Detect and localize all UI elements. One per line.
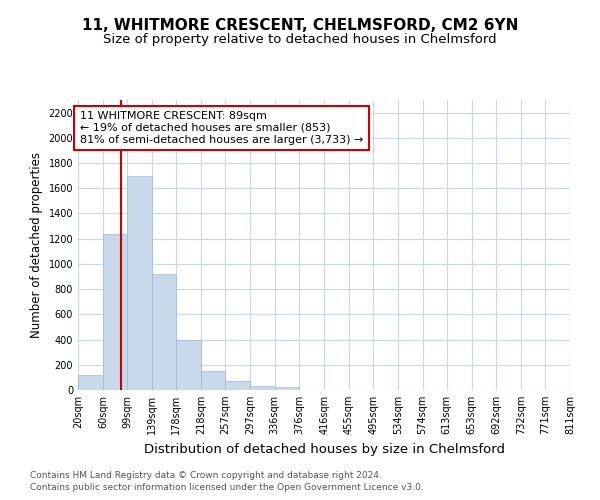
Bar bbox=[127, 176, 152, 390]
Bar bbox=[78, 375, 103, 390]
Bar bbox=[275, 388, 299, 390]
Text: 11, WHITMORE CRESCENT, CHELMSFORD, CM2 6YN: 11, WHITMORE CRESCENT, CHELMSFORD, CM2 6… bbox=[82, 18, 518, 32]
Y-axis label: Number of detached properties: Number of detached properties bbox=[30, 152, 43, 338]
X-axis label: Distribution of detached houses by size in Chelmsford: Distribution of detached houses by size … bbox=[143, 442, 505, 456]
Text: Size of property relative to detached houses in Chelmsford: Size of property relative to detached ho… bbox=[103, 32, 497, 46]
Text: Contains public sector information licensed under the Open Government Licence v3: Contains public sector information licen… bbox=[30, 483, 424, 492]
Bar bbox=[152, 274, 176, 390]
Text: 11 WHITMORE CRESCENT: 89sqm
← 19% of detached houses are smaller (853)
81% of se: 11 WHITMORE CRESCENT: 89sqm ← 19% of det… bbox=[80, 112, 363, 144]
Bar bbox=[226, 381, 250, 390]
Text: Contains HM Land Registry data © Crown copyright and database right 2024.: Contains HM Land Registry data © Crown c… bbox=[30, 470, 382, 480]
Bar bbox=[250, 386, 275, 390]
Bar bbox=[201, 371, 226, 390]
Bar bbox=[176, 340, 201, 390]
Bar bbox=[103, 234, 127, 390]
